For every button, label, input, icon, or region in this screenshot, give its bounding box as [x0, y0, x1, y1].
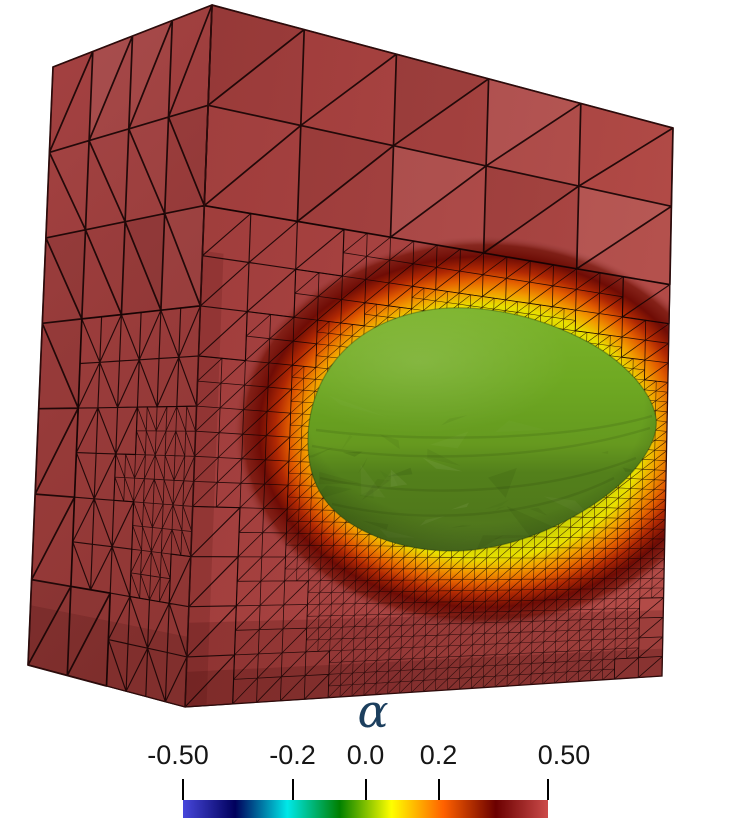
- colorbar-tick: [182, 779, 184, 800]
- cube-outline: [27, 4, 674, 708]
- colorbar-tick-label: -0.50: [147, 740, 209, 770]
- colorbar-title: α: [357, 684, 389, 738]
- colorbar-tick: [291, 779, 294, 800]
- colorbar-tick: [437, 779, 440, 800]
- colorbar-tick-label: 0.0: [346, 740, 385, 770]
- scene-3d-render: [27, 4, 674, 708]
- colorbar-tick: [364, 779, 367, 800]
- colorbar-tick-label: 0.2: [419, 740, 458, 770]
- left-face-mesh: [27, 4, 213, 708]
- colorbar-gradient-bar: [183, 800, 548, 818]
- colorbar-tick-label: -0.2: [269, 740, 316, 770]
- colorbar-tick-label: 0.50: [537, 740, 591, 770]
- colorbar-tick: [547, 779, 549, 800]
- front-face-mesh: [184, 4, 674, 708]
- isosurface-blob: [307, 307, 657, 552]
